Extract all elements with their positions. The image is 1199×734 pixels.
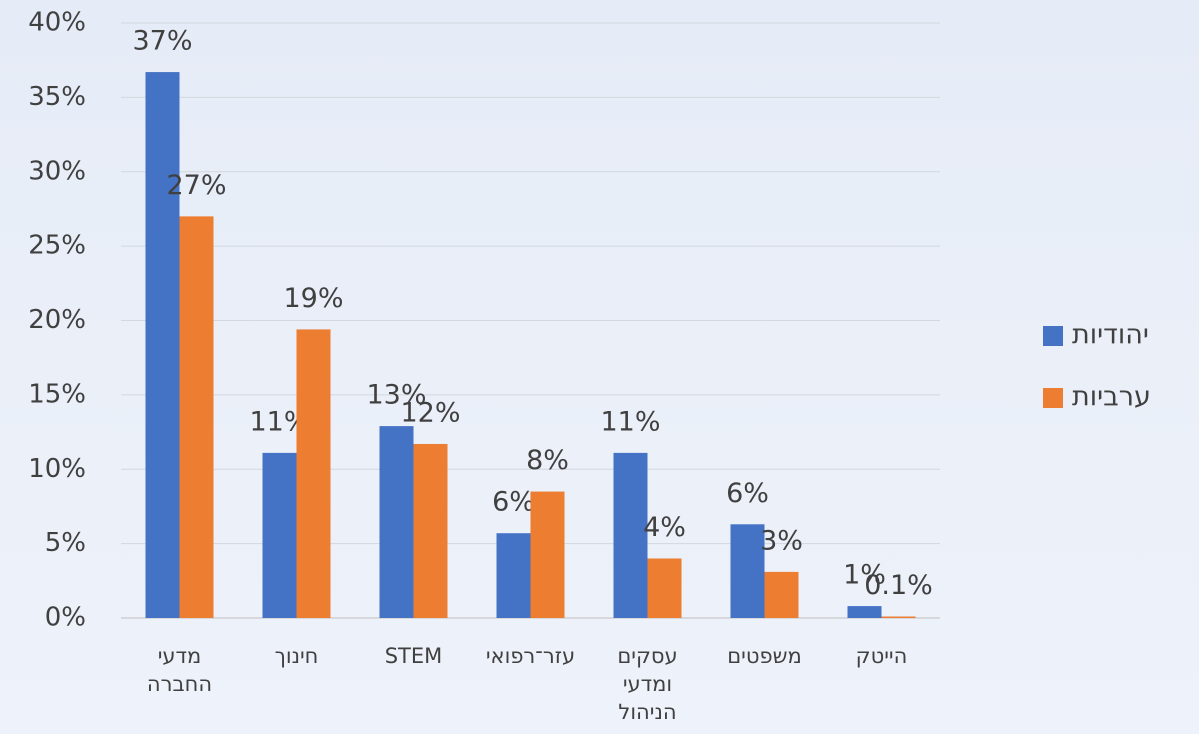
data-label: 1% xyxy=(843,560,886,591)
data-label: 3% xyxy=(760,525,803,556)
data-label: 6% xyxy=(492,487,535,518)
bar xyxy=(613,452,648,618)
bar xyxy=(296,329,331,618)
bar xyxy=(145,72,180,618)
bar xyxy=(847,606,882,618)
legend-label: ערביות xyxy=(1072,382,1151,413)
y-tick-label: 25% xyxy=(28,231,86,261)
bar xyxy=(647,558,682,618)
legend-label: יהודיות xyxy=(1072,320,1149,351)
bar xyxy=(413,443,448,618)
x-tick-label: הייטק xyxy=(855,644,908,668)
bar xyxy=(179,216,214,618)
x-tick-label: משפטים xyxy=(727,644,802,668)
y-tick-label: 10% xyxy=(28,454,86,484)
x-tick-label: STEM xyxy=(384,644,443,668)
bar xyxy=(764,571,799,618)
y-tick-label: 0% xyxy=(45,603,86,633)
data-label: 0.1% xyxy=(864,570,933,601)
x-tick-label: עזר־רפואי xyxy=(485,644,576,668)
data-label: 8% xyxy=(526,445,569,476)
data-label: 4% xyxy=(643,512,686,543)
data-label: 11% xyxy=(600,406,660,437)
data-label: 27% xyxy=(166,170,226,201)
bar xyxy=(881,616,916,618)
bar xyxy=(379,426,414,618)
bar xyxy=(730,524,765,618)
data-label: 37% xyxy=(132,26,192,57)
y-tick-label: 40% xyxy=(28,8,86,38)
bar xyxy=(530,491,565,618)
y-tick-label: 20% xyxy=(28,305,86,335)
y-tick-label: 5% xyxy=(45,528,86,558)
x-tick-label: מדעי החברה xyxy=(146,644,213,696)
y-tick-label: 15% xyxy=(28,379,86,409)
x-tick-label: חינוך xyxy=(274,644,319,668)
data-label: 19% xyxy=(283,283,343,314)
bar xyxy=(496,533,531,618)
y-tick-label: 35% xyxy=(28,82,86,112)
data-label: 13% xyxy=(366,380,426,411)
bar xyxy=(262,452,297,618)
legend-swatch xyxy=(1043,326,1063,346)
legend-swatch xyxy=(1043,388,1063,408)
y-tick-label: 30% xyxy=(28,156,86,186)
data-label: 6% xyxy=(726,478,769,509)
x-tick-label: עסקים ומדעי הניהול xyxy=(617,644,678,724)
data-label: 12% xyxy=(400,397,460,428)
